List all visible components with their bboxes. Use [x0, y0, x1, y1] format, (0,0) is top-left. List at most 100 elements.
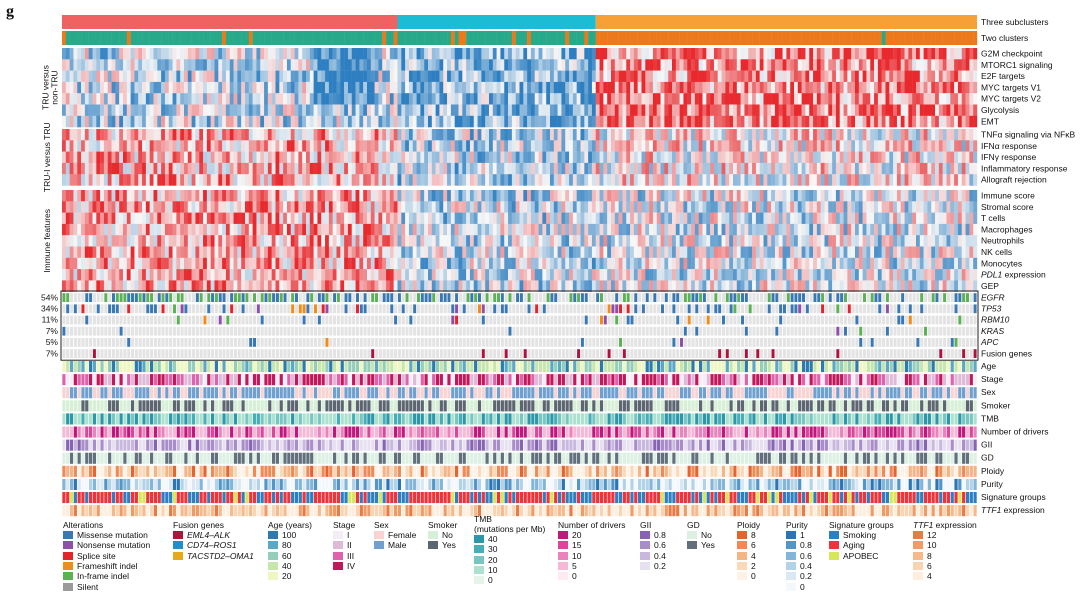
heatmap-cell: [611, 246, 616, 258]
heatmap-cell: [656, 93, 661, 105]
heatmap-cell: [824, 162, 829, 175]
heatmap-cell: [904, 81, 909, 94]
heatmap-cell: [736, 257, 741, 270]
heatmap-cell: [534, 174, 539, 186]
heatmap-cell: [565, 212, 570, 225]
two-clusters-cell: [340, 31, 345, 45]
heatmap-cell: [801, 93, 806, 105]
heatmap-cell: [961, 174, 966, 186]
heatmap-cell: [489, 104, 494, 116]
two-clusters-cell: [405, 31, 410, 45]
heatmap-cell: [546, 246, 551, 258]
heatmap-cell: [149, 246, 154, 258]
heatmap-cell: [797, 59, 802, 71]
heatmap-cell: [599, 129, 604, 141]
heatmap-cell: [84, 81, 89, 94]
heatmap-cell: [546, 174, 551, 186]
heatmap-cell: [134, 115, 139, 128]
heatmap-cell: [260, 174, 265, 186]
heatmap-cell: [77, 151, 82, 164]
heatmap-cell: [229, 257, 234, 270]
heatmap-cell: [706, 115, 711, 128]
heatmap-cell: [344, 246, 349, 258]
heatmap-cell: [466, 48, 471, 60]
heatmap-cell: [248, 104, 253, 116]
heatmap-cell: [351, 257, 356, 270]
heatmap-cell: [283, 190, 288, 202]
heatmap-cell: [618, 70, 623, 83]
heatmap-cell: [694, 115, 699, 128]
heatmap-cell: [569, 162, 574, 175]
heatmap-cell: [325, 151, 330, 164]
heatmap-cell: [729, 129, 734, 141]
heatmap-cell: [569, 129, 574, 141]
heatmap-cell: [267, 257, 272, 270]
heatmap-cell: [611, 235, 616, 247]
heatmap-cell: [77, 201, 82, 213]
heatmap-cell: [591, 257, 596, 270]
heatmap-cell: [946, 70, 951, 83]
heatmap-cell: [645, 223, 650, 236]
heatmap-cell: [660, 129, 665, 141]
heatmap-cell: [618, 140, 623, 152]
heatmap-cell: [157, 269, 162, 281]
heatmap-cell: [77, 190, 82, 202]
heatmap-cell: [145, 115, 150, 128]
heatmap-cell: [450, 59, 455, 71]
heatmap-cell: [736, 140, 741, 152]
heatmap-cell: [969, 140, 974, 152]
heatmap-cell: [561, 81, 566, 94]
two-clusters-cell: [900, 31, 905, 45]
heatmap-cell: [694, 48, 699, 60]
heatmap-cell: [874, 257, 879, 270]
heatmap-cell: [908, 201, 913, 213]
heatmap-cell: [126, 104, 131, 116]
heatmap-cell: [504, 115, 509, 128]
heatmap-cell: [595, 59, 600, 71]
heatmap-cell: [69, 257, 74, 270]
heatmap-cell: [225, 70, 230, 83]
heatmap-cell: [649, 59, 654, 71]
heatmap-cell: [759, 140, 764, 152]
heatmap-cell: [420, 70, 425, 83]
heatmap-cell: [858, 104, 863, 116]
heatmap-cell: [382, 104, 387, 116]
heatmap-cell: [736, 162, 741, 175]
heatmap-cell: [447, 246, 452, 258]
heatmap-cell: [946, 93, 951, 105]
two-clusters-cell: [813, 31, 818, 45]
heatmap-cell: [965, 115, 970, 128]
heatmap-cell: [298, 212, 303, 225]
heatmap-cell: [912, 235, 917, 247]
heatmap-cell: [954, 129, 959, 141]
heatmap-cell: [908, 212, 913, 225]
heatmap-cell: [725, 235, 730, 247]
heatmap-cell: [763, 174, 768, 186]
heatmap-cell: [851, 201, 856, 213]
heatmap-cell: [607, 212, 612, 225]
heatmap-cell: [309, 115, 314, 128]
heatmap-cell: [443, 81, 448, 94]
heatmap-cell: [523, 151, 528, 164]
heatmap-cell: [203, 235, 208, 247]
heatmap-cell: [927, 151, 932, 164]
heatmap-cell: [847, 104, 852, 116]
heatmap-cell: [458, 70, 463, 83]
heatmap-cell: [511, 140, 516, 152]
heatmap-cell: [855, 70, 860, 83]
heatmap-cell: [298, 129, 303, 141]
heatmap-cell: [691, 235, 696, 247]
heatmap-cell: [668, 190, 673, 202]
heatmap-cell: [946, 212, 951, 225]
heatmap-cell: [626, 48, 631, 60]
heatmap-cell: [809, 201, 814, 213]
heatmap-cell: [942, 190, 947, 202]
heatmap-cell: [523, 104, 528, 116]
heatmap-cell: [435, 59, 440, 71]
heatmap-cell: [771, 190, 776, 202]
heatmap-cell: [832, 162, 837, 175]
heatmap-cell: [637, 140, 642, 152]
heatmap-cell: [675, 162, 680, 175]
heatmap-cell: [828, 151, 833, 164]
heatmap-cell: [668, 246, 673, 258]
